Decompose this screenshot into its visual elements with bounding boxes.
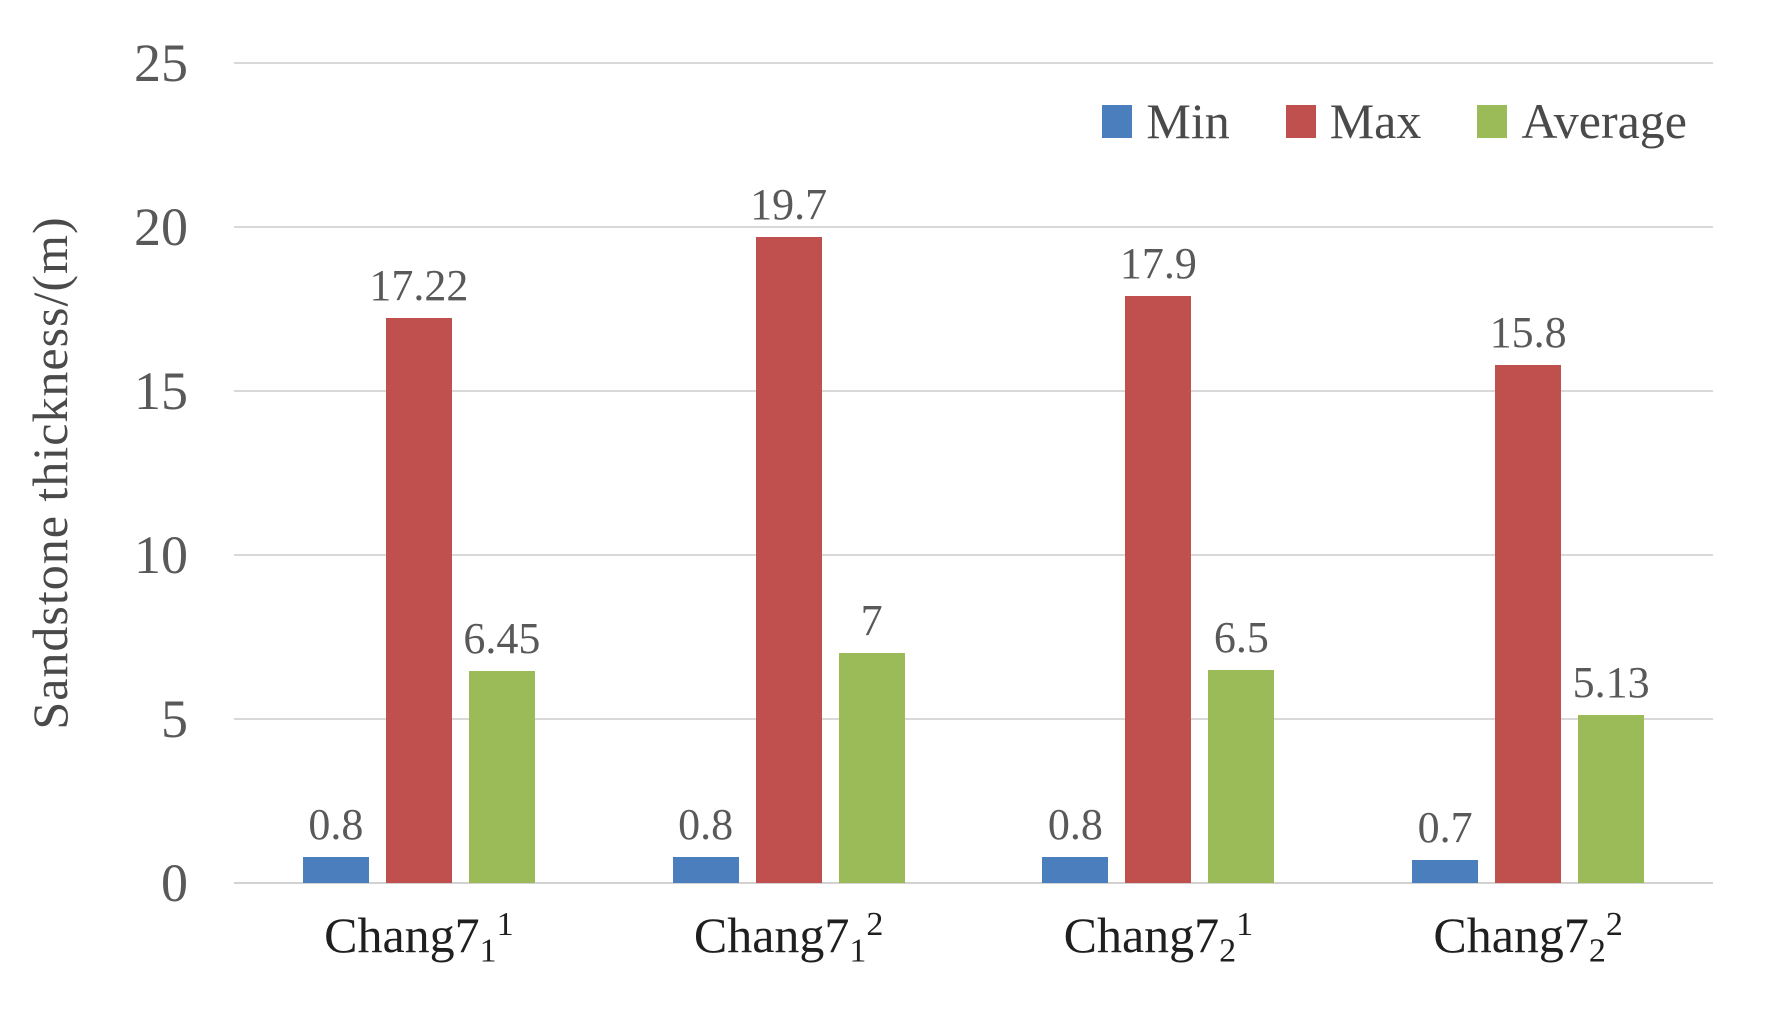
bar-average: 6.5 <box>1208 615 1275 883</box>
category-label-chang7-2-2: Chang722 <box>1433 906 1623 970</box>
bar-max: 15.8 <box>1490 310 1567 883</box>
bar-value-label: 15.8 <box>1489 307 1567 357</box>
bar-average: 7 <box>838 599 905 883</box>
category-label-chang7-1-2: Chang712 <box>693 906 884 970</box>
legend-item-average: Average <box>1477 96 1687 146</box>
plot-area: 0.8 17.22 6.45 0.8 19.7 7 <box>234 62 1713 884</box>
gridline-5 <box>234 718 1713 720</box>
bar-value-label: 0.8 <box>1047 799 1103 849</box>
legend-label-max: Max <box>1329 93 1422 149</box>
bar-value-label: 0.8 <box>678 799 734 849</box>
bar-min: 0.8 <box>672 802 739 883</box>
gridline-25 <box>234 62 1713 64</box>
bar-value-label: 5.13 <box>1572 657 1650 707</box>
bar-group-chang7-2-1: 0.8 17.9 6.5 <box>974 63 1344 883</box>
bar-value-label: 17.22 <box>369 261 469 311</box>
legend-label-average: Average <box>1521 93 1687 149</box>
bar-value-label: 6.45 <box>463 614 541 664</box>
bar-group-chang7-2-2: 0.7 15.8 5.13 <box>1343 63 1713 883</box>
y-tick-label: 10 <box>134 525 188 585</box>
bar-average: 6.45 <box>463 617 540 883</box>
category-label-chang7-2-1: Chang721 <box>1063 906 1254 970</box>
bar-group-chang7-1-2: 0.8 19.7 7 <box>604 63 974 883</box>
bar-max: 17.22 <box>369 264 468 883</box>
bar-max: 19.7 <box>750 182 827 883</box>
legend: Min Max Average <box>1102 96 1687 146</box>
x-axis-line <box>234 882 1713 884</box>
y-axis-tick-labels: 0 5 10 15 20 25 <box>0 36 188 910</box>
legend-item-min: Min <box>1102 93 1230 149</box>
gridline-15 <box>234 390 1713 392</box>
bar-value-label: 6.5 <box>1213 612 1269 662</box>
y-tick-label: 5 <box>161 689 188 749</box>
gridline-20 <box>234 226 1713 228</box>
legend-swatch-average <box>1477 104 1508 138</box>
legend-label-min: Min <box>1146 93 1230 149</box>
bar-value-label: 0.8 <box>308 799 364 849</box>
bar-value-label: 17.9 <box>1119 238 1197 288</box>
bar-value-label: 7 <box>860 596 883 646</box>
bar-value-label: 19.7 <box>750 179 828 229</box>
gridline-10 <box>234 554 1713 556</box>
bar-value-label: 0.7 <box>1417 803 1473 853</box>
y-tick-label: 15 <box>134 361 188 421</box>
y-tick-label: 20 <box>134 197 188 257</box>
y-tick-label: 25 <box>134 33 188 93</box>
bar-group-chang7-1-1: 0.8 17.22 6.45 <box>234 63 604 883</box>
bar-min: 0.7 <box>1412 806 1479 883</box>
bar-min: 0.8 <box>302 802 369 883</box>
legend-swatch-min <box>1102 104 1133 138</box>
legend-swatch-max <box>1285 104 1316 138</box>
category-label-chang7-1-1: Chang711 <box>324 906 514 970</box>
x-axis-category-labels: Chang711 Chang712 Chang721 Chang722 <box>234 905 1713 972</box>
y-tick-label: 0 <box>161 853 188 913</box>
legend-item-max: Max <box>1285 93 1422 149</box>
bar-average: 5.13 <box>1573 660 1650 883</box>
bar-max: 17.9 <box>1120 241 1197 883</box>
bar-min: 0.8 <box>1042 802 1109 883</box>
bar-groups: 0.8 17.22 6.45 0.8 19.7 7 <box>234 63 1713 883</box>
